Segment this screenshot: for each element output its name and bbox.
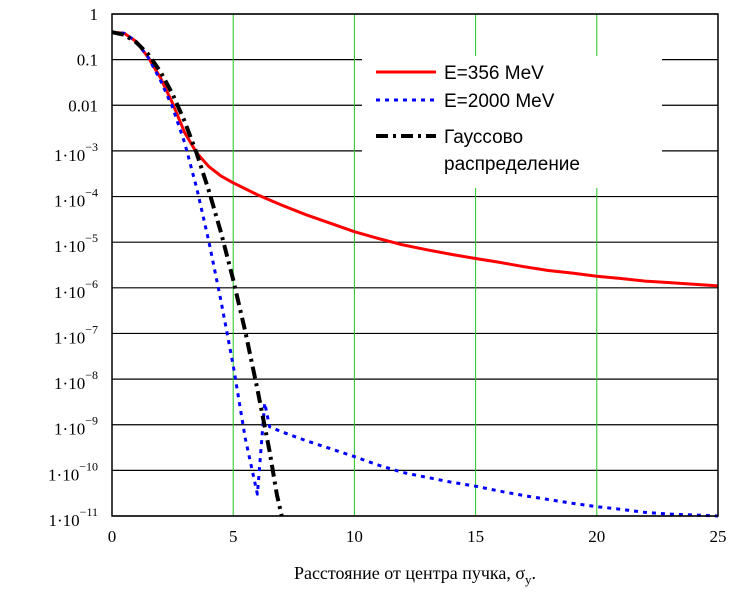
y-tick-label: 1·10−8 (54, 368, 98, 393)
y-tick-label: 1·10−10 (48, 459, 98, 484)
x-axis-label: Расстояние от центра пучка, σy. (294, 563, 536, 587)
y-tick-label: 1·10−9 (54, 414, 98, 439)
legend-background (362, 56, 662, 188)
y-tick-label: 0.01 (68, 96, 98, 115)
x-axis-label-subscript: y (525, 572, 532, 587)
y-tick-label: 1 (90, 5, 99, 24)
x-tick-label: 5 (229, 527, 238, 546)
x-tick-label: 20 (588, 527, 605, 546)
x-axis-label-main: Расстояние от центра пучка, σ (294, 563, 525, 583)
legend: E=356 MeV E=2000 MeV Гауссово распределе… (362, 56, 662, 188)
plot-frame (111, 13, 719, 517)
y-tick-label: 1·10−6 (54, 277, 98, 302)
legend-label-e2000: E=2000 MeV (444, 91, 555, 112)
series-line-gauss (111, 30, 284, 517)
legend-label-gauss-line2: распределение (444, 154, 580, 175)
y-tick-label: 1·10−11 (49, 505, 99, 530)
series-line-e356 (111, 30, 719, 288)
series-line-e2000 (111, 30, 719, 518)
series-layer (111, 30, 719, 518)
x-tick-label: 0 (108, 527, 117, 546)
x-tick-label: 15 (467, 527, 484, 546)
x-axis-label-suffix: . (532, 563, 537, 583)
x-tick-label: 10 (346, 527, 363, 546)
y-tick-label: 0.1 (77, 51, 98, 70)
y-tick-label: 1·10−5 (54, 231, 98, 256)
x-tick-label: 25 (710, 527, 727, 546)
y-tick-label: 1·10−4 (54, 186, 98, 211)
y-tick-label: 1·10−3 (54, 140, 98, 165)
legend-label-gauss-line1: Гауссово (444, 127, 523, 148)
legend-label-e356: E=356 MeV (444, 63, 544, 84)
x-tick-labels: 0 5 10 15 20 25 (108, 527, 727, 546)
y-tick-label: 1·10−7 (54, 322, 98, 347)
y-tick-labels: 1 0.1 0.01 1·10−3 1·10−4 1·10−5 1·10−6 1·10−7 1·… (48, 5, 98, 530)
